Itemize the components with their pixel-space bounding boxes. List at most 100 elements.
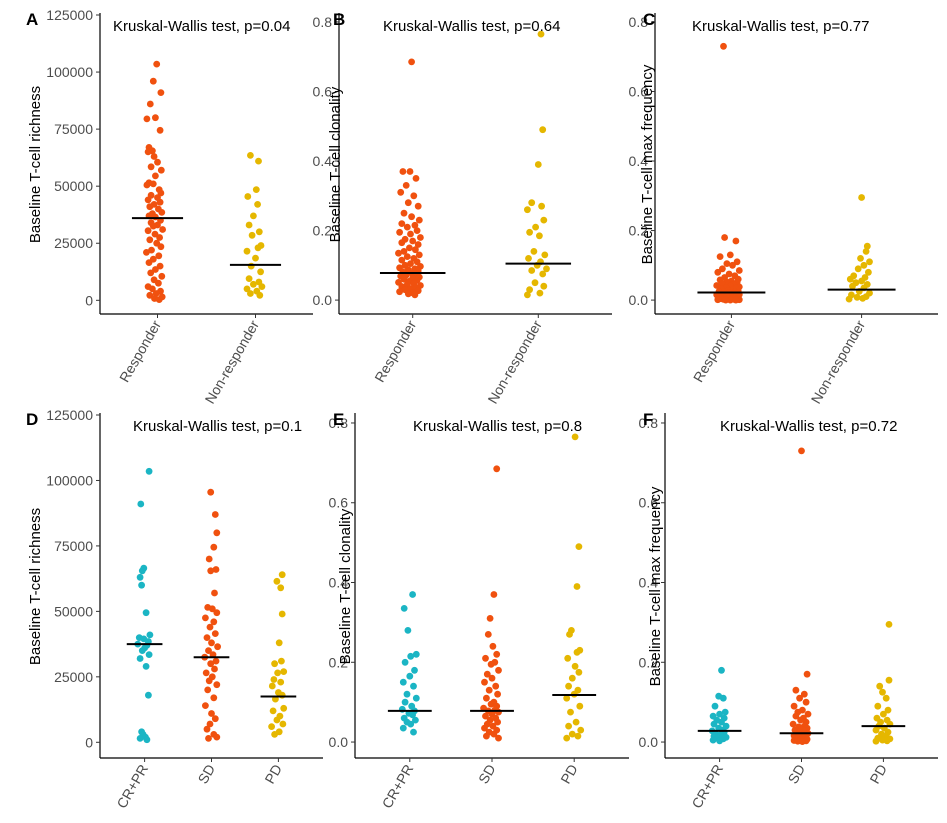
data-point bbox=[538, 202, 545, 210]
data-point bbox=[245, 275, 253, 282]
data-point bbox=[539, 126, 547, 134]
data-point bbox=[862, 248, 870, 255]
data-point bbox=[278, 571, 286, 579]
data-point bbox=[714, 268, 722, 276]
data-point bbox=[403, 690, 411, 698]
panel-label: F bbox=[643, 410, 653, 429]
x-tick-label: Non-responder bbox=[484, 317, 545, 406]
y-tick-label: 0.0 bbox=[629, 292, 649, 308]
data-point bbox=[488, 674, 496, 682]
x-tick-label: CR+PR bbox=[688, 762, 726, 811]
data-point bbox=[568, 674, 576, 682]
y-axis-title: Baseline T-cell clonality bbox=[337, 508, 354, 664]
y-tick-label: 0.6 bbox=[629, 83, 649, 99]
data-point bbox=[142, 663, 150, 670]
y-tick-label: 25000 bbox=[54, 235, 93, 251]
data-point bbox=[277, 678, 285, 686]
data-point bbox=[136, 573, 144, 581]
panel-label: C bbox=[643, 10, 655, 29]
y-tick-label: 0.0 bbox=[313, 292, 333, 308]
data-point bbox=[490, 591, 498, 598]
data-point bbox=[147, 269, 155, 277]
data-point bbox=[269, 707, 277, 715]
data-point bbox=[492, 682, 500, 690]
y-axis-title: Baseline T-cell clonality bbox=[327, 86, 344, 242]
data-point bbox=[800, 690, 808, 698]
data-point bbox=[526, 286, 533, 294]
data-point bbox=[885, 676, 893, 684]
data-point bbox=[407, 720, 415, 728]
data-point bbox=[400, 248, 408, 255]
data-point bbox=[414, 202, 422, 210]
data-point bbox=[401, 698, 409, 706]
data-point bbox=[258, 283, 266, 290]
data-point bbox=[710, 720, 718, 728]
y-tick-label: 75000 bbox=[54, 538, 93, 554]
data-point bbox=[205, 677, 213, 685]
y-tick-label: 125000 bbox=[46, 407, 93, 423]
data-point bbox=[883, 737, 891, 745]
data-point bbox=[280, 668, 288, 675]
data-point bbox=[565, 682, 572, 690]
data-point bbox=[159, 226, 167, 233]
data-point bbox=[718, 666, 725, 674]
data-point bbox=[211, 589, 218, 597]
chart-title: Kruskal-Wallis test, p=0.1 bbox=[133, 418, 302, 435]
data-point bbox=[154, 158, 161, 166]
y-tick-label: 0.8 bbox=[629, 14, 649, 30]
data-point bbox=[411, 666, 418, 674]
data-point bbox=[718, 718, 725, 726]
data-point bbox=[796, 694, 803, 702]
data-point bbox=[482, 712, 489, 720]
data-point bbox=[213, 681, 221, 689]
data-point bbox=[247, 262, 255, 270]
data-point bbox=[149, 180, 157, 188]
data-point bbox=[709, 736, 717, 744]
data-point bbox=[403, 223, 411, 231]
data-point bbox=[721, 708, 729, 716]
data-point bbox=[409, 711, 416, 719]
data-point bbox=[396, 288, 403, 296]
data-point bbox=[568, 730, 576, 738]
data-point bbox=[400, 605, 408, 612]
data-point bbox=[874, 702, 882, 710]
data-point bbox=[202, 702, 209, 709]
data-point bbox=[494, 718, 501, 726]
data-point bbox=[859, 295, 867, 302]
data-point bbox=[403, 253, 411, 260]
data-point bbox=[526, 228, 533, 236]
data-point bbox=[528, 199, 536, 207]
data-point bbox=[732, 296, 740, 304]
data-point bbox=[853, 293, 861, 301]
data-point bbox=[563, 694, 571, 702]
data-point bbox=[408, 213, 415, 221]
data-point bbox=[721, 234, 728, 241]
data-point bbox=[136, 655, 144, 662]
data-point bbox=[202, 669, 210, 677]
data-point bbox=[396, 228, 403, 236]
data-point bbox=[409, 591, 416, 598]
data-point bbox=[865, 268, 872, 276]
data-point bbox=[146, 236, 154, 244]
data-point bbox=[399, 678, 407, 686]
data-point bbox=[729, 261, 736, 269]
x-tick-label: SD bbox=[785, 762, 809, 787]
data-point bbox=[158, 272, 166, 280]
data-point bbox=[152, 172, 159, 180]
data-point bbox=[145, 259, 153, 266]
x-tick-label: CR+PR bbox=[113, 762, 151, 811]
data-point bbox=[885, 621, 893, 628]
data-point bbox=[247, 290, 254, 297]
data-point bbox=[574, 732, 582, 740]
y-tick-label: 100000 bbox=[46, 472, 93, 488]
data-point bbox=[792, 712, 800, 720]
panel-label: A bbox=[26, 10, 38, 29]
data-point bbox=[404, 290, 412, 298]
data-point bbox=[155, 279, 162, 287]
data-point bbox=[255, 228, 263, 236]
data-point bbox=[882, 694, 890, 702]
data-point bbox=[203, 725, 211, 733]
y-tick-label: 0.2 bbox=[329, 654, 349, 670]
panel-b: 0.0 0.2 0.4 0.6 0.8 Responder Non-responder Bas… bbox=[313, 10, 612, 406]
data-point bbox=[711, 702, 719, 710]
